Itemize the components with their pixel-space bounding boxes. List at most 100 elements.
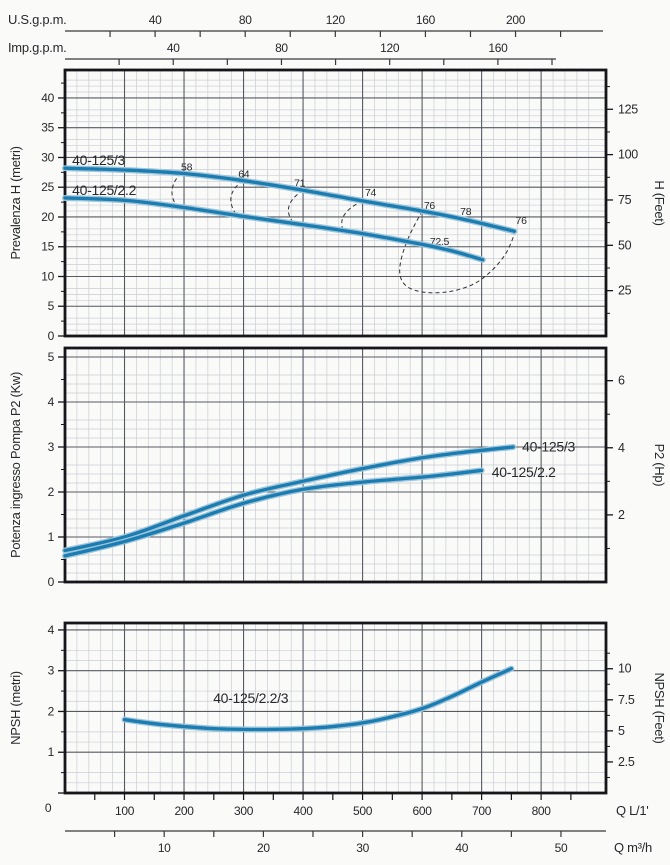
series-label: 40-125/3 [522, 439, 575, 455]
tick-label: 50 [555, 841, 568, 855]
plot-border [63, 346, 608, 584]
tick-label: 4 [48, 623, 55, 637]
tick-label: 120 [326, 13, 346, 27]
grid-major [65, 70, 606, 336]
axis-unit-label: Q m³/h [614, 840, 652, 855]
iso-efficiency-arc [287, 189, 304, 225]
q-m3h-axis: 10 20 30 40 50 Q m³/h [65, 830, 652, 855]
series-label: 40-125/3 [72, 152, 125, 168]
axis-unit-label: Q L/1' [616, 803, 648, 818]
efficiency-label: 76 [424, 200, 436, 212]
tick-label: 200 [174, 804, 194, 818]
tick-label: 2 [618, 508, 625, 522]
head-chart: 0 5 10 15 20 25 30 35 40 Prevalenza H (metri) 25 50… [8, 68, 667, 343]
tick-label: 400 [294, 804, 314, 818]
tick-label: 2 [48, 485, 55, 499]
tick-label: 30 [356, 841, 369, 855]
grid-major [65, 623, 606, 793]
tick-label: 600 [413, 804, 433, 818]
efficiency-label: 64 [238, 169, 250, 181]
tick-label: 50 [618, 238, 632, 252]
axis-unit-label: U.S.g.p.m. [8, 12, 66, 27]
tick-label: 100 [115, 804, 135, 818]
left-axis: 0 5 10 15 20 25 30 35 40 [41, 82, 65, 343]
axis-unit-label: Imp.g.p.m. [8, 40, 66, 55]
pump-curve-40-125-3: 40-125/3 [62, 439, 576, 554]
series-label: 40-125/2.2 [72, 182, 136, 198]
right-axis: 2 4 6 [606, 374, 625, 549]
y-axis-title: Potenza ingresso Pompa P2 (Kw) [8, 372, 23, 558]
tick-label: 125 [618, 102, 638, 116]
efficiency-label: 71 [294, 178, 306, 190]
tick-label: 15 [41, 240, 54, 254]
tick-label: 160 [488, 41, 508, 55]
right-axis: 2.5 5 7.5 10 [606, 652, 635, 778]
tick-label: 25 [41, 180, 54, 194]
pump-curve-40-125-2-2-3: 40-125/2.2/3 [121, 665, 515, 733]
tick-label: 120 [380, 41, 400, 55]
series-label: 40-125/2.2/3 [213, 690, 289, 706]
tick-label: 5 [48, 299, 55, 313]
efficiency-label: 74 [365, 187, 377, 199]
tick-label: 3 [48, 440, 55, 454]
efficiency-label: 78 [460, 206, 472, 218]
y-axis-title-right: NPSH (Feet) [652, 672, 667, 743]
y-axis-title: NPSH (metri) [8, 671, 23, 745]
pump-curve-40-125-2-2: 40-125/2.2 [62, 182, 486, 263]
tick-label: 40 [455, 841, 468, 855]
tick-label: 35 [41, 121, 54, 135]
q-l-min-axis: 100 200 300 400 500 600 700 800 0 Q L/1' [45, 793, 649, 818]
tick-label: 300 [234, 804, 254, 818]
tick-label: 0 [48, 329, 55, 343]
series-label: 40-125/2.2 [492, 464, 556, 480]
npsh-chart: 1 2 3 4 NPSH (metri) 2.5 5 7.5 10 NPSH (Feet) 40-1… [8, 621, 667, 795]
tick-label: 0 [48, 575, 55, 589]
grid-minor [65, 623, 606, 794]
imp-gpm-axis: 40 80 120 160 Imp.g.p.m. [8, 40, 556, 65]
efficiency-label: 76 [516, 215, 528, 227]
tick-label: 1 [48, 745, 55, 759]
tick-label: 200 [506, 13, 526, 27]
tick-label: 3 [48, 664, 55, 678]
tick-label: 40 [41, 91, 54, 105]
tick-label: 4 [618, 441, 625, 455]
tick-label: 10 [158, 841, 171, 855]
tick-label: 6 [618, 374, 625, 388]
tick-label: 4 [48, 395, 55, 409]
left-axis: 1 2 3 4 [48, 623, 65, 794]
tick-label: 800 [532, 804, 552, 818]
tick-label: 0 [45, 801, 52, 815]
tick-label: 30 [41, 150, 54, 164]
plot-border [63, 68, 608, 338]
us-gpm-axis: 40 80 120 160 200 U.S.g.p.m. [8, 12, 603, 37]
y-axis-title: Prevalenza H (metri) [8, 146, 23, 259]
iso-efficiency-arc [171, 172, 182, 207]
grid-major [65, 348, 606, 582]
power-chart: 0 1 2 3 4 5 Potenza ingresso Pompa P2 (Kw) 2 4 6 P… [8, 346, 667, 589]
iso-efficiency-loop [399, 210, 515, 294]
plot-border [63, 621, 608, 795]
tick-label: 75 [618, 193, 632, 207]
tick-label: 40 [167, 41, 180, 55]
y-axis-title-right: H (Feet) [652, 180, 667, 225]
tick-label: 2 [48, 704, 55, 718]
tick-label: 80 [239, 13, 252, 27]
tick-label: 500 [353, 804, 373, 818]
tick-label: 10 [41, 269, 54, 283]
right-axis: 25 50 75 100 125 [606, 86, 639, 314]
tick-label: 5 [618, 724, 625, 738]
tick-label: 10 [618, 662, 632, 676]
tick-label: 2.5 [618, 755, 635, 769]
efficiency-label: 58 [181, 162, 193, 174]
tick-label: 1 [48, 530, 55, 544]
iso-efficiency-arc [230, 180, 244, 217]
pump-curve-40-125-3: 40-125/3 [62, 152, 518, 235]
tick-label: 5 [48, 350, 55, 364]
tick-label: 20 [41, 210, 54, 224]
tick-label: 80 [275, 41, 288, 55]
tick-label: 160 [416, 13, 436, 27]
tick-label: 7.5 [618, 693, 635, 707]
tick-label: 100 [618, 148, 638, 162]
